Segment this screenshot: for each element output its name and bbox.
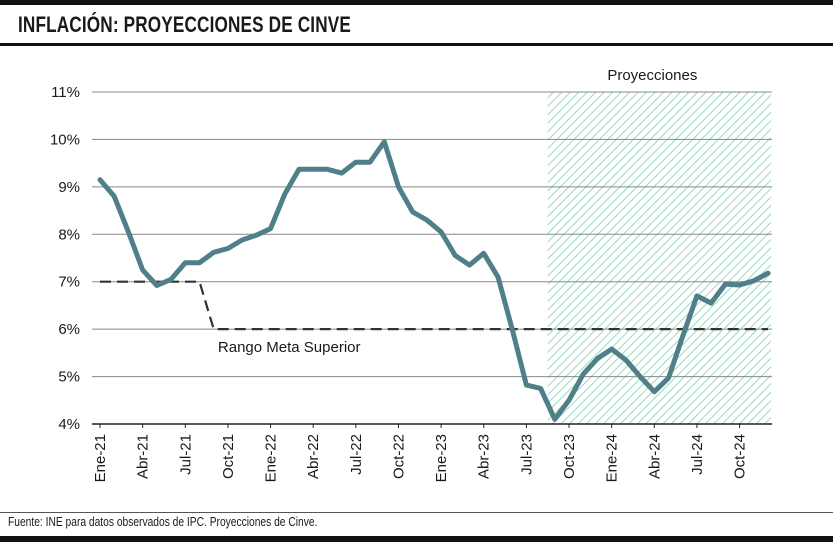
x-tick-label: Ene-23 [433, 434, 450, 482]
y-tick-label: 6% [58, 321, 80, 338]
reference-line [100, 280, 768, 331]
title-rule [0, 43, 833, 46]
y-tick-label: 11% [51, 84, 80, 101]
footnote-rule [0, 512, 833, 513]
x-tick-label: Oct-22 [390, 434, 407, 479]
y-tick-label: 8% [58, 226, 80, 243]
x-tick-label: Oct-21 [220, 434, 237, 479]
x-tick-label: Abr-24 [646, 434, 663, 479]
y-tick-label: 7% [58, 274, 80, 291]
x-tick-label: Jul-22 [348, 434, 365, 475]
x-tick-label: Oct-24 [732, 434, 749, 479]
y-tick-label: 9% [58, 179, 80, 196]
top-rule [0, 0, 833, 5]
x-tick-label: Ene-22 [263, 434, 280, 482]
inflation-line-chart: 4% 5% 6% 7% 8% 9% 10% 11% Ene-21 Abr-21 Jul-21 Oct… [50, 67, 772, 482]
y-tick-label: 5% [58, 369, 80, 386]
x-tick-label: Jul-21 [177, 434, 194, 475]
source-footnote: Fuente: INE para datos observados de IPC… [8, 515, 318, 529]
y-tick-label: 10% [50, 131, 80, 148]
x-tick-label: Jul-24 [689, 434, 706, 475]
y-tick-label: 4% [58, 416, 80, 433]
page-title: INFLACIÓN: PROYECCIONES DE CINVE [18, 12, 351, 37]
inflation-series-line [97, 139, 771, 422]
x-tick-label: Abr-22 [305, 434, 322, 479]
x-tick-label: Abr-23 [476, 434, 493, 479]
projection-label: Proyecciones [607, 67, 697, 84]
x-tick-label: Ene-21 [92, 434, 109, 482]
x-tick-label: Oct-23 [561, 434, 578, 479]
reference-line-label: Rango Meta Superior [218, 339, 361, 356]
bottom-rule [0, 536, 833, 542]
x-tick-label: Abr-21 [135, 434, 152, 479]
x-tick-label: Jul-23 [518, 434, 535, 475]
x-tick-label: Ene-24 [604, 434, 621, 482]
